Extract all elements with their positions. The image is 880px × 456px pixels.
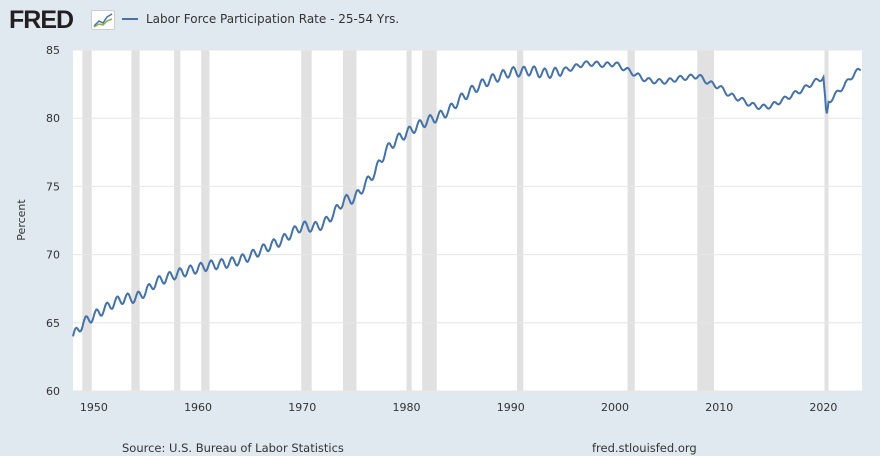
plot-area	[73, 50, 862, 391]
y-tick-label: 85	[46, 44, 60, 57]
fred-chart-icon	[91, 10, 115, 30]
source-note: Source: U.S. Bureau of Labor Statistics	[122, 441, 344, 455]
recession-band	[517, 50, 524, 391]
legend-swatch	[122, 18, 138, 20]
y-axis-label: Percent	[15, 199, 28, 241]
legend-label: Labor Force Participation Rate - 25-54 Y…	[146, 12, 400, 26]
recession-band	[301, 50, 312, 391]
x-tick-label: 1990	[497, 401, 525, 414]
recession-band	[422, 50, 437, 391]
x-tick-label: 1960	[184, 401, 212, 414]
recession-band	[406, 50, 412, 391]
recession-band	[697, 50, 714, 391]
x-tick-label: 2010	[705, 401, 733, 414]
recession-band	[82, 50, 92, 391]
recession-band	[824, 50, 829, 391]
x-tick-label: 1950	[80, 401, 108, 414]
legend: Labor Force Participation Rate - 25-54 Y…	[122, 12, 399, 26]
y-tick-label: 70	[46, 249, 60, 262]
x-tick-label: 1970	[288, 401, 316, 414]
recession-band	[201, 50, 210, 391]
site-link[interactable]: fred.stlouisfed.org	[592, 441, 697, 455]
fred-logo[interactable]: FRED	[9, 6, 74, 34]
x-tick-label: 2020	[809, 401, 837, 414]
recession-band	[627, 50, 635, 391]
x-tick-label: 2000	[601, 401, 629, 414]
y-tick-label: 75	[46, 180, 60, 193]
series-line	[72, 60, 862, 337]
recession-band	[174, 50, 181, 391]
x-tick-label: 1980	[393, 401, 421, 414]
y-tick-label: 80	[46, 112, 60, 125]
recession-band	[131, 50, 140, 391]
y-tick-label: 65	[46, 317, 60, 330]
y-tick-label: 60	[46, 385, 60, 398]
recession-band	[342, 50, 357, 391]
